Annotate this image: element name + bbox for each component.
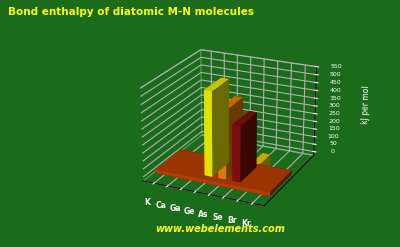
Text: www.webelements.com: www.webelements.com	[155, 224, 285, 234]
Text: Bond enthalpy of diatomic M-N molecules: Bond enthalpy of diatomic M-N molecules	[8, 7, 254, 17]
